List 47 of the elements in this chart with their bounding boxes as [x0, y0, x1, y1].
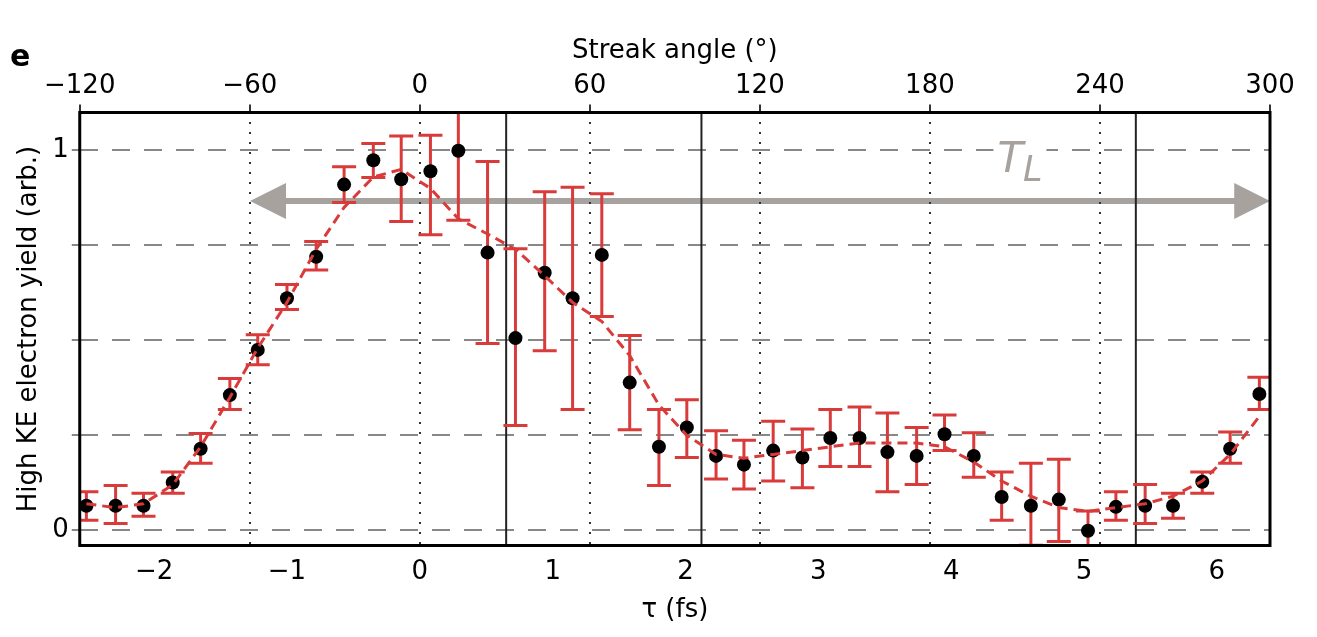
- point: [852, 431, 867, 446]
- point: [423, 164, 438, 179]
- x-tick-label: 5: [1075, 554, 1093, 585]
- y-axis-title: High KE electron yield (arb.): [12, 145, 43, 513]
- x-axis-title: τ (fs): [641, 593, 709, 624]
- point: [366, 153, 381, 168]
- point: [651, 439, 666, 454]
- x-tick-label: 0: [411, 554, 429, 585]
- point: [337, 177, 352, 192]
- annotation: T$_{L}$: [996, 133, 1044, 190]
- x2-tick-label: −60: [222, 68, 278, 99]
- x2-tick-label: 120: [735, 68, 785, 99]
- point: [508, 331, 523, 346]
- point: [480, 245, 495, 260]
- x2-tick-label: 60: [573, 68, 607, 99]
- point: [795, 450, 810, 465]
- x2-tick-label: 300: [1245, 68, 1295, 99]
- point: [594, 247, 609, 262]
- x2-axis-title: Streak angle (°): [571, 34, 778, 65]
- x-tick-label: 2: [677, 554, 694, 585]
- point: [880, 445, 895, 460]
- x2-tick-label: 180: [905, 68, 955, 99]
- point: [937, 427, 952, 442]
- point: [1081, 523, 1096, 538]
- point: [451, 143, 466, 158]
- chart-title: e: [10, 37, 31, 73]
- x2-tick-label: −120: [44, 68, 116, 99]
- point: [736, 457, 751, 472]
- x-tick-label: 1: [544, 554, 561, 585]
- x-tick-label: 6: [1208, 554, 1226, 585]
- point: [966, 448, 981, 463]
- point: [622, 375, 637, 390]
- point: [1166, 498, 1181, 513]
- x-tick-label: 4: [942, 554, 960, 585]
- point: [909, 448, 924, 463]
- point: [394, 172, 409, 187]
- point: [679, 420, 694, 435]
- point: [994, 489, 1009, 504]
- point: [1051, 492, 1066, 507]
- x-tick-label: −2: [134, 554, 174, 585]
- point: [823, 431, 838, 446]
- point: [1023, 498, 1038, 513]
- point: [1252, 386, 1267, 401]
- x-tick-label: −1: [267, 554, 307, 585]
- x2-tick-label: 0: [411, 68, 429, 99]
- x-tick-label: 3: [810, 554, 827, 585]
- x2-tick-label: 240: [1075, 68, 1125, 99]
